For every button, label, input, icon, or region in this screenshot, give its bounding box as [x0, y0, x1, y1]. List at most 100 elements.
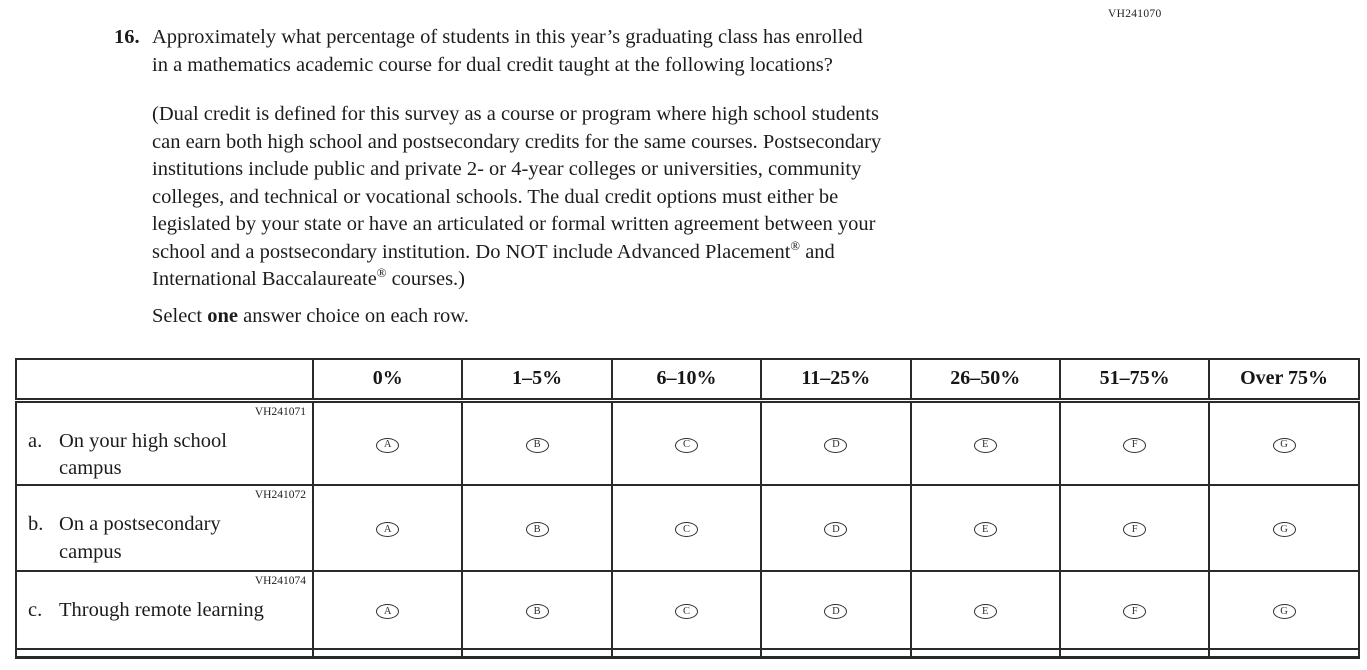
row-c-cell-E: E	[909, 570, 1061, 650]
row-a-cell-E: E	[909, 399, 1061, 486]
answer-bubble-c-G[interactable]: G	[1272, 604, 1296, 620]
cutoff-cell	[461, 648, 613, 659]
bubble-letter: B	[533, 523, 541, 535]
row-a-label-text: On your high school campus	[59, 429, 227, 480]
matrix-corner-cell	[15, 358, 314, 403]
row-c-label-text: Through remote learning	[59, 599, 264, 621]
question-text-line: Approximately what percentage of student…	[152, 26, 863, 48]
row-a-cell-D: D	[760, 399, 912, 486]
column-header-11-25pct: 11–25%	[760, 358, 912, 403]
cutoff-cell	[610, 648, 763, 659]
instruction-emphasis: one	[207, 305, 238, 327]
bubble-letter: A	[383, 523, 392, 535]
column-header-1-5pct: 1–5%	[461, 358, 613, 403]
row-b-cell-G: G	[1208, 484, 1360, 572]
row-a-cell-G: G	[1208, 399, 1360, 486]
answer-bubble-b-F[interactable]: F	[1123, 522, 1147, 538]
bubble-letter: C	[682, 438, 690, 450]
row-c-label: c. Through remote learning	[17, 597, 312, 625]
row-b-item-code: VH241072	[254, 489, 306, 501]
row-c-cell-B: B	[461, 570, 613, 650]
definition-line: can earn both high school and postsecond…	[152, 130, 882, 153]
table-row-a: VH241071 a. On your high school campus A…	[15, 399, 1360, 486]
row-a-cell-F: F	[1058, 399, 1211, 486]
answer-bubble-c-C[interactable]: C	[674, 604, 698, 620]
row-c-cell-F: F	[1058, 570, 1211, 650]
column-header-0pct: 0%	[311, 358, 464, 403]
bubble-letter: G	[1280, 605, 1288, 617]
definition-line: legislated by your state or have an arti…	[152, 213, 876, 235]
answer-bubble-c-B[interactable]: B	[525, 604, 549, 620]
answer-bubble-c-F[interactable]: F	[1123, 604, 1147, 620]
answer-bubble-a-A[interactable]: A	[376, 437, 400, 453]
question-text: Approximately what percentage of student…	[152, 24, 863, 79]
answer-bubble-c-A[interactable]: A	[376, 604, 400, 620]
question-16: 16. Approximately what percentage of stu…	[114, 24, 863, 79]
table-cutoff-row	[15, 648, 1360, 659]
answer-bubble-a-F[interactable]: F	[1123, 437, 1147, 453]
bubble-letter: A	[383, 438, 392, 450]
question-text-line: in a mathematics academic course for dua…	[152, 53, 833, 76]
table-row-b: VH241072 b. On a postsecondary campus A …	[15, 484, 1360, 572]
header-row: 0% 1–5% 6–10% 11–25% 26–50% 51–75% Over …	[15, 358, 1360, 403]
answer-bubble-b-G[interactable]: G	[1272, 522, 1296, 538]
answer-bubble-b-E[interactable]: E	[973, 522, 997, 538]
row-a-label-cell: VH241071 a. On your high school campus	[15, 399, 314, 486]
answer-bubble-a-B[interactable]: B	[525, 437, 549, 453]
column-header-26-50pct: 26–50%	[909, 358, 1061, 403]
cutoff-cell	[15, 648, 314, 659]
definition-line: institutions include public and private …	[152, 158, 862, 180]
answer-bubble-b-B[interactable]: B	[525, 522, 549, 538]
row-c-cell-D: D	[760, 570, 912, 650]
answer-bubble-a-C[interactable]: C	[674, 437, 698, 453]
definition-line: colleges, and technical or vocational sc…	[152, 185, 839, 208]
bubble-letter: A	[383, 605, 392, 617]
bubble-letter: D	[832, 438, 840, 450]
row-a-label: a. On your high school campus	[17, 428, 312, 483]
row-c-cell-G: G	[1208, 570, 1360, 650]
row-c-item-code: VH241074	[254, 575, 306, 587]
answer-bubble-a-G[interactable]: G	[1272, 437, 1296, 453]
row-b-label: b. On a postsecondary campus	[17, 511, 312, 566]
answer-bubble-c-E[interactable]: E	[973, 604, 997, 620]
row-a-cell-B: B	[461, 399, 613, 486]
question-number: 16.	[114, 26, 140, 48]
answer-bubble-c-D[interactable]: D	[824, 604, 848, 620]
column-header-6-10pct: 6–10%	[610, 358, 763, 403]
instruction-pre: Select	[152, 305, 208, 327]
bubble-letter: D	[832, 605, 840, 617]
bubble-letter: G	[1280, 523, 1288, 535]
cutoff-cell	[311, 648, 464, 659]
answer-bubble-a-E[interactable]: E	[973, 437, 997, 453]
column-header-over-75pct: Over 75%	[1208, 358, 1360, 403]
row-b-prefix: b.	[28, 513, 44, 535]
row-b-cell-B: B	[461, 484, 613, 572]
bubble-letter: D	[832, 523, 840, 535]
definition-line: (Dual credit is defined for this survey …	[152, 103, 879, 125]
bubble-letter: F	[1131, 605, 1138, 617]
definition-line: school and a postsecondary institution. …	[152, 238, 835, 263]
cutoff-cell	[1058, 648, 1211, 659]
definition-line: International Baccalaureate® courses.)	[152, 266, 466, 290]
answer-bubble-b-C[interactable]: C	[674, 522, 698, 538]
bubble-letter: C	[682, 523, 690, 535]
row-c-cell-A: A	[311, 570, 464, 650]
row-a-cell-A: A	[311, 399, 464, 486]
bubble-letter: E	[982, 438, 989, 450]
answer-bubble-b-D[interactable]: D	[824, 522, 848, 538]
bubble-letter: C	[682, 605, 690, 617]
instruction-line: Select one answer choice on each row.	[152, 303, 469, 331]
row-b-cell-F: F	[1058, 484, 1211, 572]
answer-bubble-b-A[interactable]: A	[376, 522, 400, 538]
cutoff-cell	[760, 648, 912, 659]
row-c-label-cell: VH241074 c. Through remote learning	[15, 570, 314, 650]
answer-bubble-a-D[interactable]: D	[824, 437, 848, 453]
row-a-cell-C: C	[610, 399, 763, 486]
row-c-prefix: c.	[28, 599, 43, 621]
bubble-letter: B	[533, 605, 541, 617]
row-b-cell-D: D	[760, 484, 912, 572]
row-a-prefix: a.	[28, 429, 43, 452]
cutoff-cell	[1208, 648, 1360, 659]
row-a-item-code: VH241071	[254, 405, 306, 418]
